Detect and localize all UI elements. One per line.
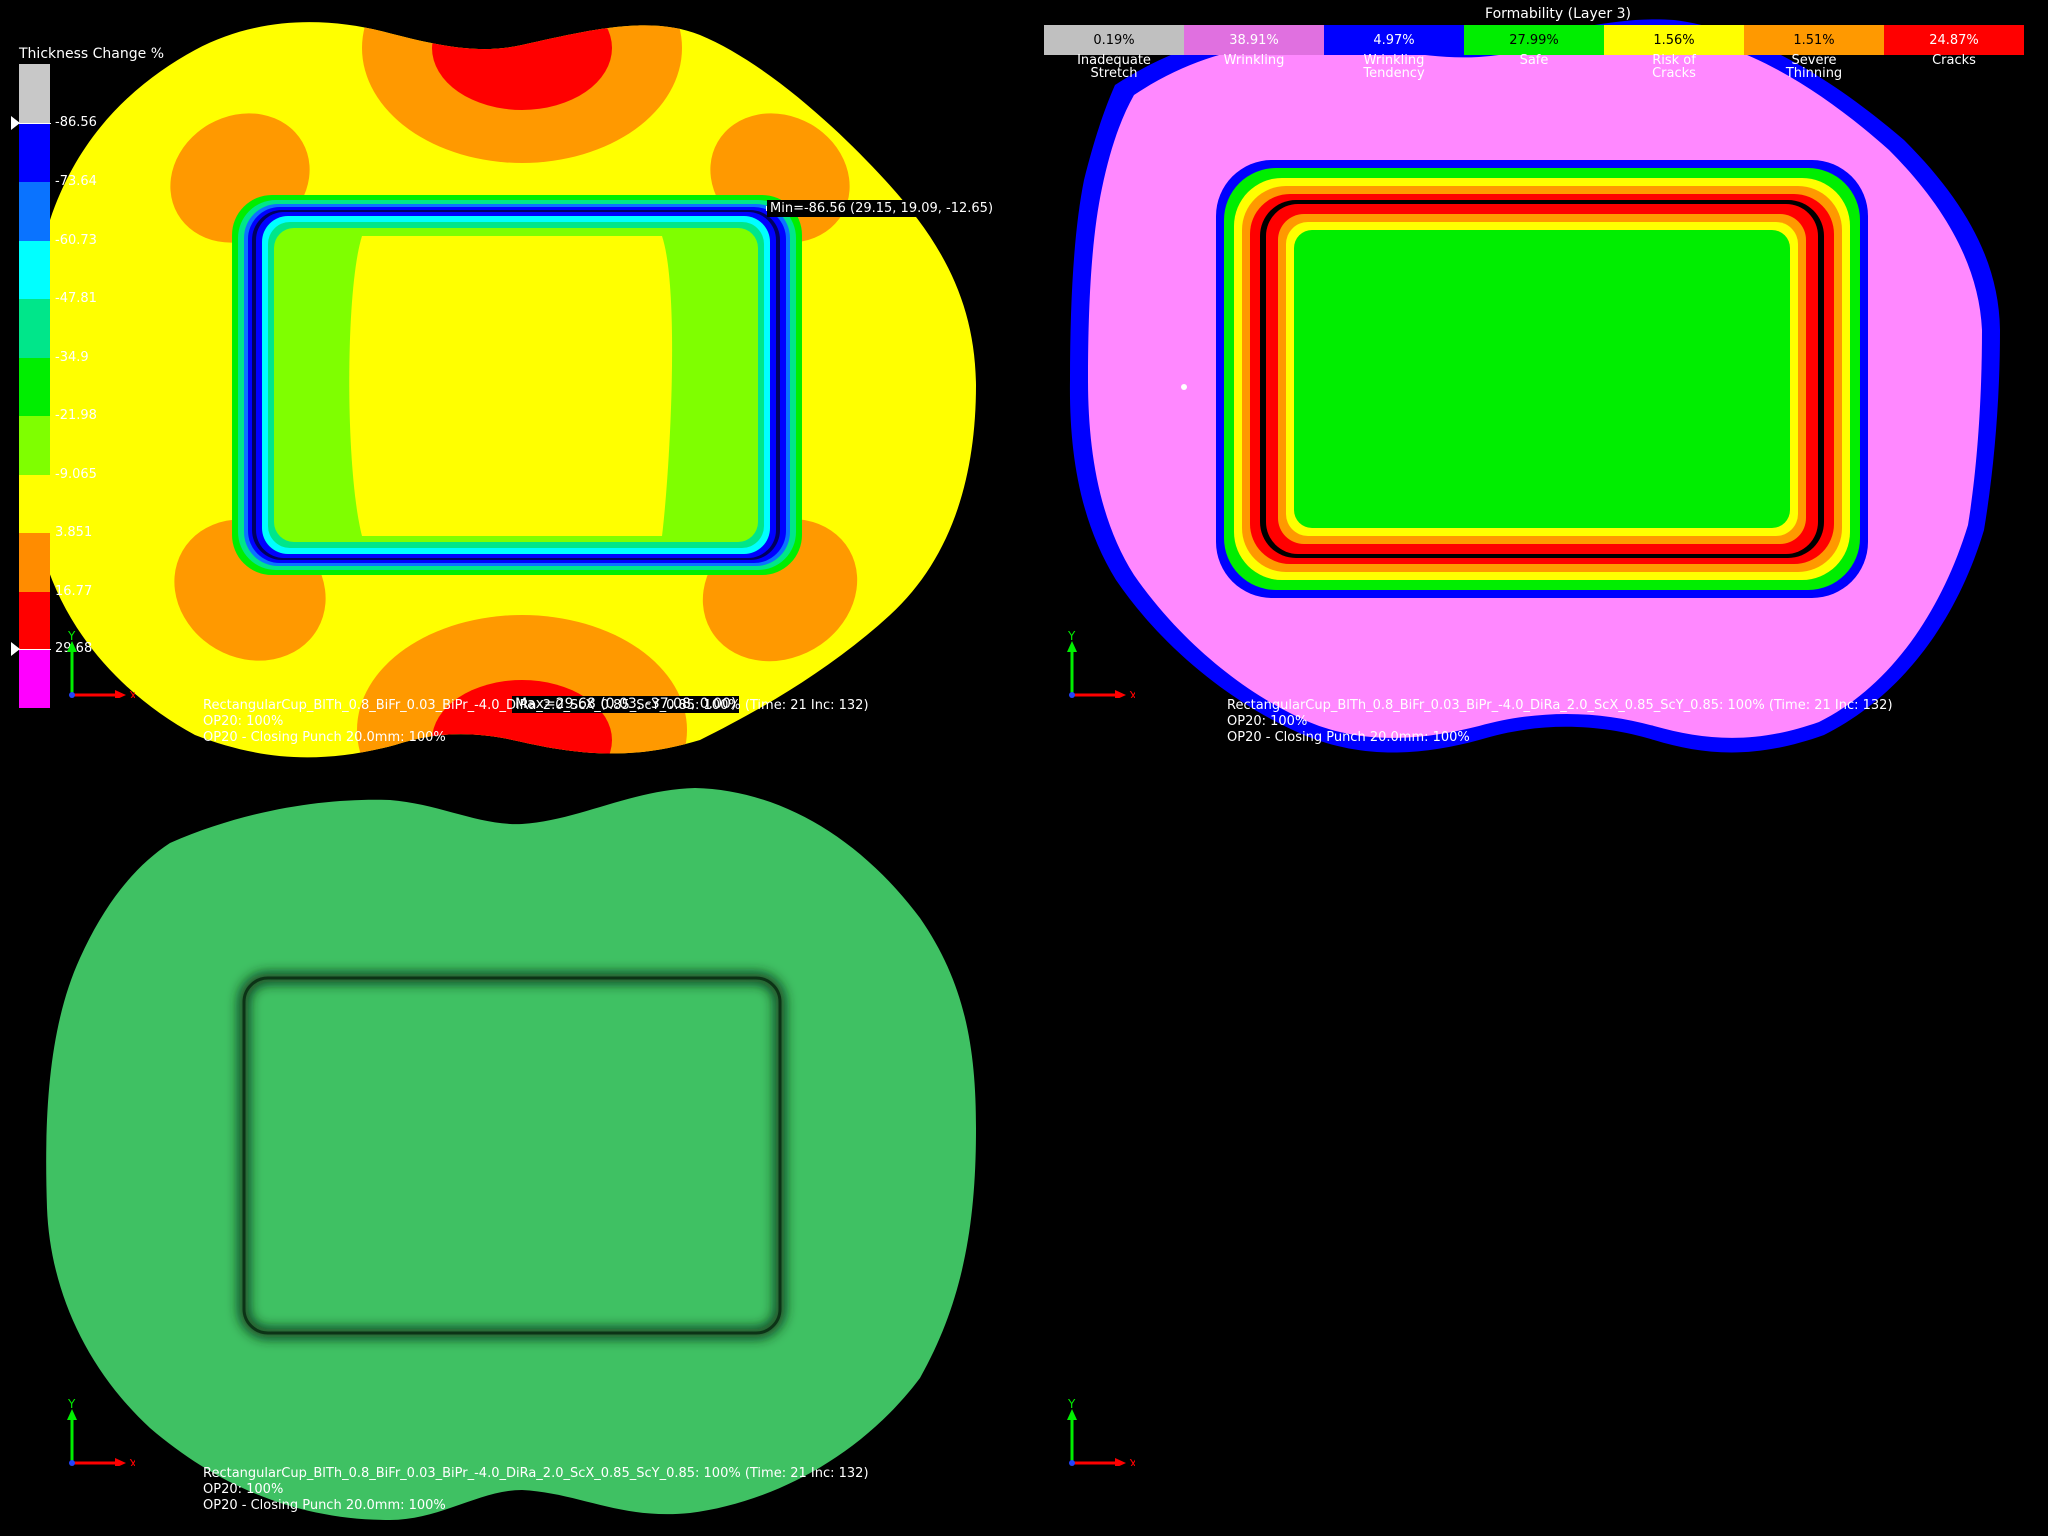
formability-name-safe: Safe xyxy=(1464,54,1604,67)
formability-value-wrinkling: 38.91% xyxy=(1184,25,1324,55)
formability-value-cracks: 24.87% xyxy=(1884,25,2024,55)
name-line: Thinning xyxy=(1785,66,1843,81)
info-line-operation: OP20: 100% xyxy=(1227,714,1308,729)
info-line-tool: OP20 - Closing Punch 20.0mm: 100% xyxy=(203,1498,446,1513)
legend-band xyxy=(19,358,50,416)
formability-name-cracks: Cracks xyxy=(1884,54,2024,67)
legend-min-line xyxy=(19,123,51,124)
legend-band xyxy=(19,649,50,708)
info-line-tool: OP20 - Closing Punch 20.0mm: 100% xyxy=(203,730,446,745)
info-line-operation: OP20: 100% xyxy=(203,714,284,729)
name-line: Wrinkling xyxy=(1223,53,1285,68)
y-axis-label: Y xyxy=(67,629,76,643)
formability-value-safe: 27.99% xyxy=(1464,25,1604,55)
min-value-callout: Min=-86.56 (29.15, 19.09, -12.65) xyxy=(767,200,997,217)
axis-triad: Y X xyxy=(67,629,135,698)
info-text: RectangularCup_BlTh_0.8_BiFr_0.03_BiPr_-… xyxy=(203,698,869,746)
name-line: Cracks xyxy=(1652,66,1696,81)
legend-label: -73.64 xyxy=(55,174,97,189)
legend-max-line xyxy=(19,649,51,650)
x-axis-label: X xyxy=(129,1457,135,1466)
legend-band xyxy=(19,592,50,649)
legend-label: -60.73 xyxy=(55,233,97,248)
info-line-model: RectangularCup_BlTh_0.8_BiFr_0.03_BiPr_-… xyxy=(203,1466,869,1481)
info-text: RectangularCup_BlTh_0.8_BiFr_0.03_BiPr_-… xyxy=(203,1466,869,1514)
formability-name-wrinkling: Wrinkling xyxy=(1184,54,1324,67)
name-line: Safe xyxy=(1519,53,1549,68)
name-line: Stretch xyxy=(1090,66,1138,81)
thickness-viewport[interactable]: Thickness Change % -86.56 -73.64 -60.73 … xyxy=(0,0,1024,768)
formability-contour-plot[interactable] xyxy=(1024,0,2048,768)
legend-label: -47.81 xyxy=(55,291,97,306)
name-line: Inadequate xyxy=(1077,53,1151,68)
formability-value-wrinkling-tendency: 4.97% xyxy=(1324,25,1464,55)
empty-viewport[interactable]: Y X xyxy=(1024,768,2048,1536)
legend-label: -9.065 xyxy=(55,467,97,482)
thickness-legend-title: Thickness Change % xyxy=(19,46,164,62)
name-line: Risk of xyxy=(1652,53,1696,68)
formability-value-severe-thinning: 1.51% xyxy=(1744,25,1884,55)
formability-name-risk-of-cracks: Risk of Cracks xyxy=(1604,54,1744,80)
x-axis-label: X xyxy=(1129,689,1135,698)
thickness-legend: Thickness Change % -86.56 -73.64 -60.73 … xyxy=(0,0,200,720)
legend-label: -86.56 xyxy=(55,115,97,130)
y-axis-label: Y xyxy=(1067,1397,1076,1411)
legend-band xyxy=(19,64,50,123)
y-axis-label: Y xyxy=(1067,629,1076,643)
formability-viewport[interactable]: Y X RectangularCup_BlTh_0.8_BiFr_0.03_Bi… xyxy=(1024,0,2048,768)
formability-value-inadequate-stretch: 0.19% xyxy=(1044,25,1184,55)
legend-band xyxy=(19,241,50,299)
legend-band xyxy=(19,123,50,182)
x-axis-label: X xyxy=(1129,1457,1135,1466)
axis-triad: Y X xyxy=(1067,629,1135,698)
info-text: RectangularCup_BlTh_0.8_BiFr_0.03_BiPr_-… xyxy=(1227,698,1893,746)
legend-label: -34.9 xyxy=(55,350,89,365)
legend-min-marker[interactable] xyxy=(11,116,20,130)
info-line-model: RectangularCup_BlTh_0.8_BiFr_0.03_BiPr_-… xyxy=(1227,698,1893,713)
legend-label: 16.77 xyxy=(55,584,93,599)
name-line: Tendency xyxy=(1363,66,1425,81)
thickness-contour-plot[interactable] xyxy=(0,0,1024,768)
info-line-operation: OP20: 100% xyxy=(203,1482,284,1497)
legend-label: 3.851 xyxy=(55,525,93,540)
info-line-tool: OP20 - Closing Punch 20.0mm: 100% xyxy=(1227,730,1470,745)
name-line: Cracks xyxy=(1932,53,1976,68)
part-viewport[interactable]: Y X RectangularCup_BlTh_0.8_BiFr_0.03_Bi… xyxy=(0,768,1024,1536)
max-value-callout: Max=29.68 (0.03, -37.08, 0.00) xyxy=(512,696,740,713)
legend-band xyxy=(19,416,50,475)
name-line: Wrinkling xyxy=(1363,53,1425,68)
formability-value-risk-of-cracks: 1.56% xyxy=(1604,25,1744,55)
legend-max-marker[interactable] xyxy=(11,642,20,656)
legend-band xyxy=(19,475,50,533)
y-axis-label: Y xyxy=(67,1397,76,1411)
part-mesh-view[interactable] xyxy=(0,768,1024,1536)
info-line-model: RectangularCup_BlTh_0.8_BiFr_0.03_BiPr_-… xyxy=(203,698,869,713)
axis-triad: Y X xyxy=(67,1397,135,1466)
legend-band xyxy=(19,182,50,241)
legend-band xyxy=(19,533,50,592)
formability-name-wrinkling-tendency: Wrinkling Tendency xyxy=(1324,54,1464,80)
formability-name-inadequate-stretch: Inadequate Stretch xyxy=(1044,54,1184,80)
x-axis-label: X xyxy=(129,689,135,698)
legend-label: -21.98 xyxy=(55,408,97,423)
formability-legend-title: Formability (Layer 3) xyxy=(1485,6,1631,22)
axis-triad: Y X xyxy=(1067,1397,1135,1466)
name-line: Severe xyxy=(1791,53,1837,68)
formability-name-severe-thinning: Severe Thinning xyxy=(1744,54,1884,80)
legend-band xyxy=(19,299,50,358)
